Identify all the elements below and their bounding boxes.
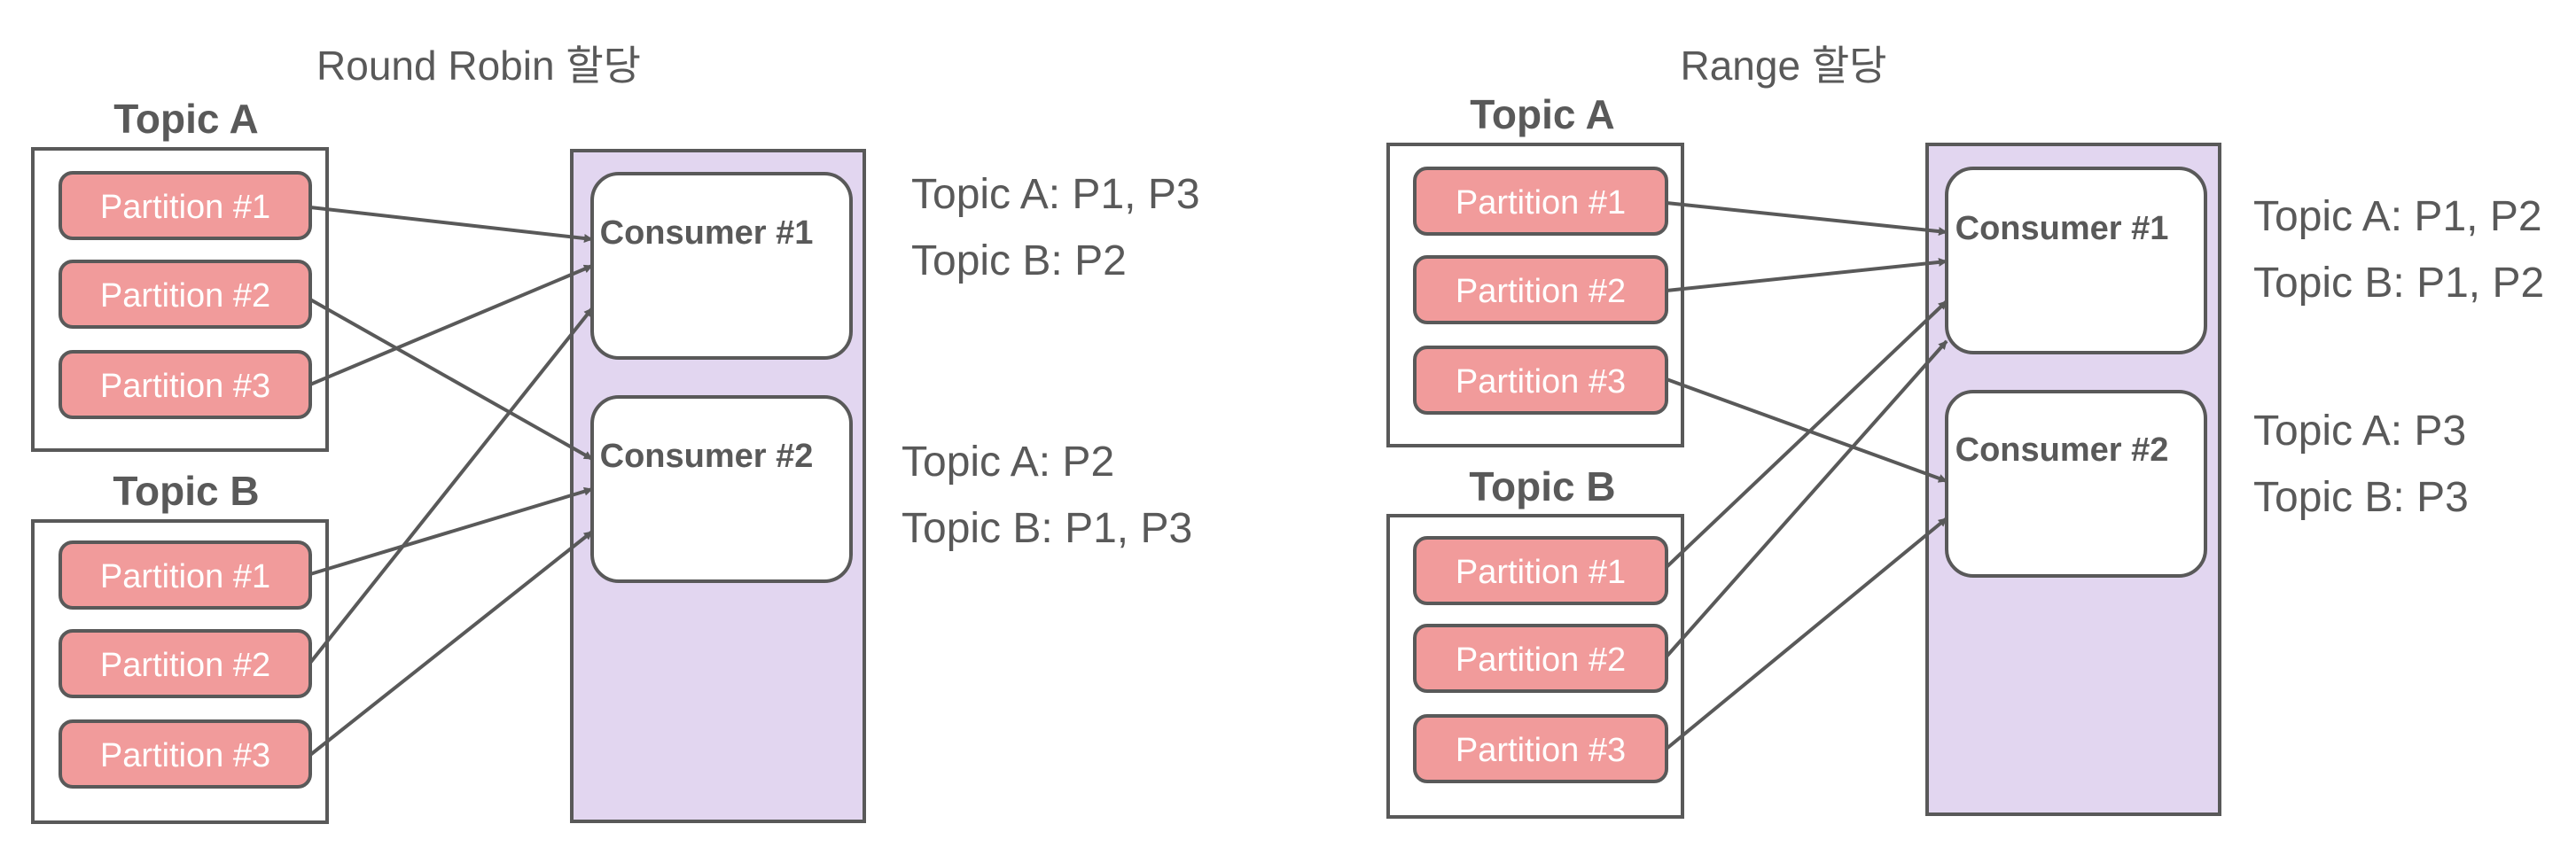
assignment-arrow [1665,299,1948,569]
assignment-arrow [1666,257,1948,292]
consumer-label: Consumer #1 [1955,210,2169,247]
partition-box [59,171,312,240]
assignment-text: Topic B: P2 [911,237,1127,284]
consumer-box [1945,167,2207,354]
partition-box [1413,167,1668,236]
partition-label: Partition #1 [1456,554,1626,591]
partition-box [1413,536,1668,605]
assignment-arrow [309,298,593,461]
range-diagram: Range 할당 Topic A Partition #1 Partition … [1386,43,2544,819]
partition-label: Partition #3 [1456,363,1626,400]
assignment-text: Topic A: P3 [2253,408,2466,455]
consumer-box [590,172,853,360]
diagram-title: Round Robin 할당 [316,43,641,89]
partition-label: Partition #3 [100,368,270,405]
consumer-box [590,395,853,583]
assignment-text: Topic B: P3 [2253,474,2469,521]
topic-label: Topic B [113,468,259,514]
topic-label: Topic A [1470,91,1615,137]
assignment-text: Topic A: P1, P2 [2253,193,2542,240]
assignment-arrow [308,307,594,665]
partition-label: Partition #3 [100,737,270,774]
assignment-text: Topic B: P1, P3 [902,505,1192,552]
partition-box [59,540,312,610]
diagram-title: Range 할당 [1681,43,1887,89]
partition-label: Partition #1 [100,558,270,595]
partition-label: Partition #2 [100,647,270,684]
assignment-arrow [1666,201,1948,237]
assignment-arrow [309,264,593,386]
consumer-label: Consumer #1 [600,214,814,252]
topic-label: Topic B [1469,463,1615,509]
round-robin-diagram: Round Robin 할당 Topic A Partition #1 Part… [31,43,1200,824]
partition-label: Partition #2 [1456,641,1626,679]
partition-box [59,260,312,329]
partition-label: Partition #2 [1456,273,1626,310]
partition-label: Partition #1 [100,189,270,226]
partition-box [1413,624,1668,693]
assignment-arrow [1666,377,1948,483]
assignment-arrow [308,530,594,757]
partition-label: Partition #1 [1456,184,1626,222]
assignment-arrow [309,486,593,576]
partition-label: Partition #2 [100,277,270,315]
assignment-text: Topic A: P1, P3 [911,171,1200,218]
topic-label: Topic A [113,96,259,142]
assignment-arrow [1665,339,1948,658]
assignment-arrow [1665,517,1948,750]
consumer-label: Consumer #2 [1955,432,2169,469]
consumer-box [1945,390,2207,578]
assignment-text: Topic A: P2 [902,439,1114,486]
assignment-text: Topic B: P1, P2 [2253,260,2544,307]
assignment-arrow [309,206,593,243]
partition-label: Partition #3 [1456,732,1626,769]
consumer-label: Consumer #2 [600,438,814,475]
partition-box [59,629,312,698]
